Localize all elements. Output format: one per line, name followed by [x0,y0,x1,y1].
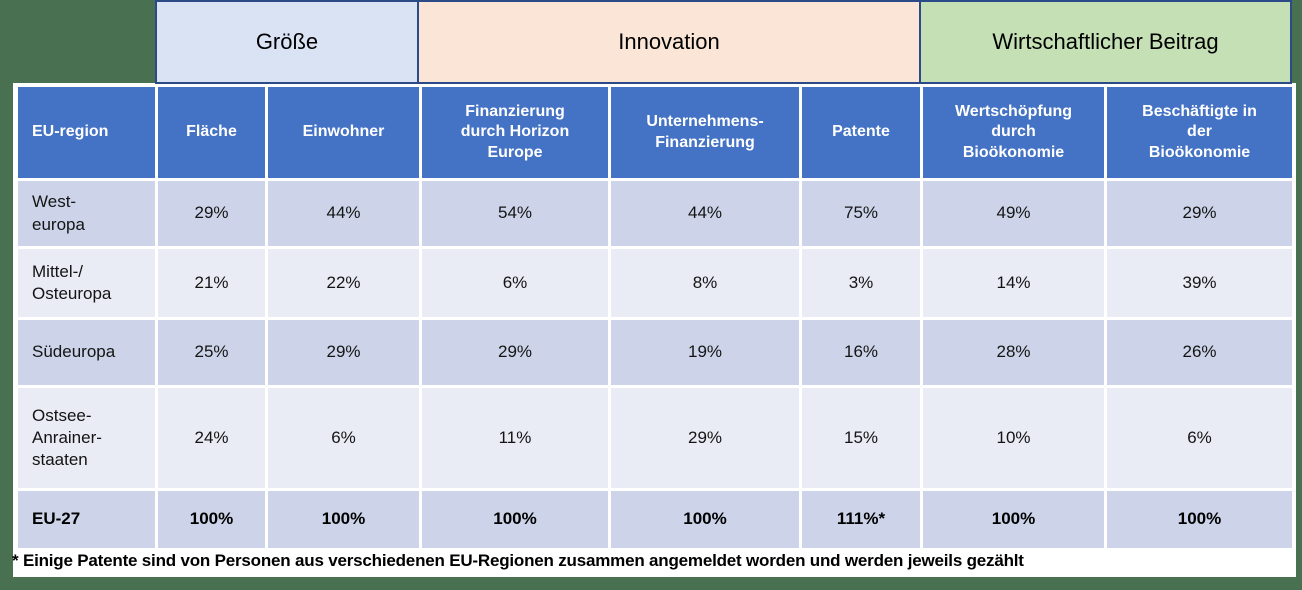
category-header-innovation-label: Innovation [618,29,720,54]
table-cell: 44% [611,181,799,246]
table-cell: 15% [802,388,920,488]
table-cell: 16% [802,320,920,385]
table-cell: 11% [422,388,608,488]
table-cell: 29% [158,181,265,246]
table-cell: 75% [802,181,920,246]
table-cell: 22% [268,249,419,317]
row-label-westeuropa: West- europa [18,181,155,246]
table-cell: 100% [923,491,1104,548]
table-cell: 8% [611,249,799,317]
table-cell: 44% [268,181,419,246]
table-cell: 49% [923,181,1104,246]
column-header-flaeche: Fläche [158,87,265,178]
table-cell: 10% [923,388,1104,488]
table-cell: 100% [158,491,265,548]
category-header-groesse: Größe [155,0,419,84]
table-cell: 21% [158,249,265,317]
table-cell: 25% [158,320,265,385]
row-label-suedeuropa: Südeuropa [18,320,155,385]
table-cell: 100% [1107,491,1292,548]
category-header-innovation: Innovation [417,0,921,84]
row-label-eu27: EU-27 [18,491,155,548]
table-cell: 6% [422,249,608,317]
table-cell: 29% [422,320,608,385]
table-cell: 111%* [802,491,920,548]
table-cell: 28% [923,320,1104,385]
table-cell: 24% [158,388,265,488]
patents-footnote: * Einige Patente sind von Personen aus v… [12,551,1024,570]
table-cell: 39% [1107,249,1292,317]
table-cell: 6% [1107,388,1292,488]
category-header-wirtschaftlicher-beitrag: Wirtschaftlicher Beitrag [919,0,1292,84]
table-cell: 19% [611,320,799,385]
table-cell: 6% [268,388,419,488]
table-cell: 29% [611,388,799,488]
table-cell: 100% [611,491,799,548]
table-cell: 26% [1107,320,1292,385]
table-cell: 14% [923,249,1104,317]
column-header-patente: Patente [802,87,920,178]
table-cell: 3% [802,249,920,317]
table-cell: 29% [268,320,419,385]
row-label-ostsee-anrainerstaaten: Ostsee- Anrainer- staaten [18,388,155,488]
category-header-groesse-label: Größe [255,29,319,54]
table-card: EU-region Fläche Einwohner Finanzierung … [13,83,1296,577]
column-header-wertschoepfung: Wertschöpfung durch Bioökonomie [923,87,1104,178]
data-table: EU-region Fläche Einwohner Finanzierung … [18,87,1292,548]
column-header-einwohner: Einwohner [268,87,419,178]
column-header-eu-region: EU-region [18,87,155,178]
column-header-horizon-finanzierung: Finanzierung durch Horizon Europe [422,87,608,178]
row-label-mittel-osteuropa: Mittel-/ Osteuropa [18,249,155,317]
column-header-unternehmens-finanzierung: Unternehmens- Finanzierung [611,87,799,178]
category-header-wirtschaftlicher-beitrag-label: Wirtschaftlicher Beitrag [992,29,1219,54]
table-cell: 100% [268,491,419,548]
table-cell: 100% [422,491,608,548]
column-header-beschaeftigte: Beschäftigte in der Bioökonomie [1107,87,1292,178]
table-cell: 54% [422,181,608,246]
table-cell: 29% [1107,181,1292,246]
